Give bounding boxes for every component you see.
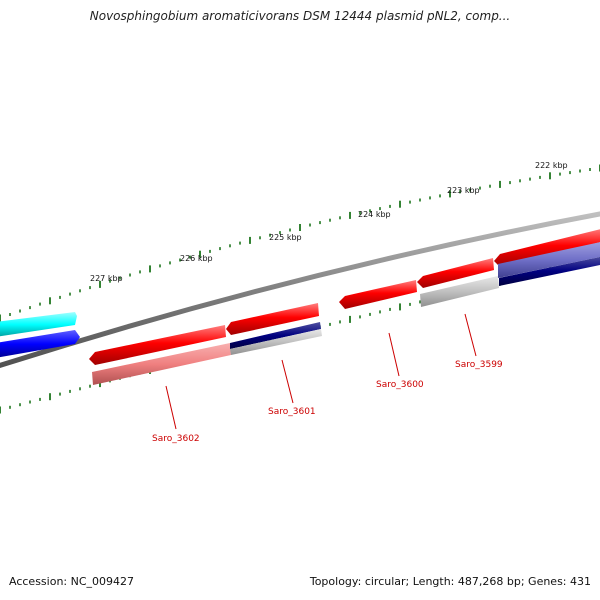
scale-label-222kbp: 222 kbp [535, 161, 568, 170]
topology-summary-text: Topology: circular; Length: 487,268 bp; … [309, 575, 591, 588]
band-purple-next [498, 242, 600, 278]
gene-arrow-saro-3599[interactable] [417, 258, 494, 288]
scale-label-223kbp: 223 kbp [447, 186, 480, 195]
outer-scale-ticks [0, 164, 600, 322]
gene-arrow-saro-3601[interactable] [226, 303, 319, 335]
plasmid-backbone [0, 211, 600, 369]
band-navy-next [499, 257, 600, 286]
gene-label-saro-3601[interactable]: Saro_3601 [268, 407, 316, 417]
gene-label-saro-3602[interactable]: Saro_3602 [152, 434, 200, 444]
map-title: Novosphingobium aromaticivorans DSM 1244… [89, 9, 511, 23]
leader-line-saro-3602 [165, 385, 177, 430]
leader-line-saro-3599 [464, 313, 477, 357]
scale-label-224kbp: 224 kbp [358, 210, 391, 219]
gene-arrow-next[interactable] [494, 228, 600, 267]
gene-arrow-blue[interactable] [0, 330, 80, 358]
band-grey-saro-3599 [420, 276, 499, 307]
band-navy-saro-3601 [230, 322, 321, 349]
leader-line-saro-3600 [388, 332, 400, 377]
gene-label-saro-3600[interactable]: Saro_3600 [376, 380, 424, 390]
gene-arrow-cyan[interactable] [0, 312, 77, 337]
band-pink-saro-3602 [92, 343, 231, 385]
band-grey-saro-3601 [230, 329, 322, 355]
gene-arrow-saro-3600[interactable] [339, 280, 417, 309]
scale-label-225kbp: 225 kbp [269, 233, 302, 242]
scale-label-226kbp: 226 kbp [180, 254, 213, 263]
scale-label-227kbp: 227 kbp [90, 274, 123, 283]
leader-line-saro-3601 [281, 359, 294, 404]
gene-label-saro-3599[interactable]: Saro_3599 [455, 360, 503, 370]
gene-arrow-saro-3602[interactable] [89, 325, 226, 365]
accession-text: Accession: NC_009427 [9, 575, 135, 588]
